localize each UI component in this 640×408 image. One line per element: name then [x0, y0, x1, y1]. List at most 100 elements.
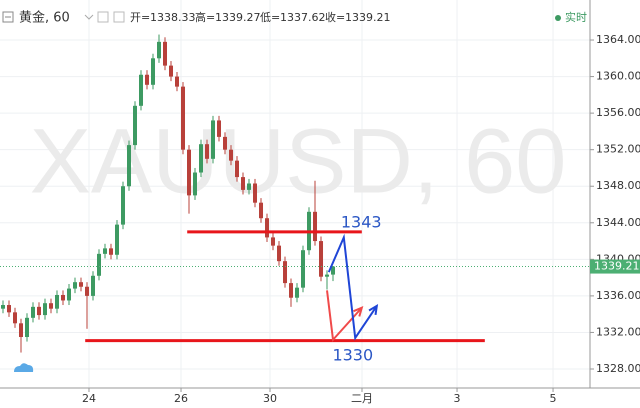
y-tick-label: 1360.00: [596, 70, 640, 83]
x-tick-label: 24: [82, 392, 96, 405]
x-tick-label: 30: [263, 392, 277, 405]
collapse-icon[interactable]: [2, 11, 14, 23]
candle-body: [319, 241, 324, 277]
realtime-dot: [555, 15, 561, 21]
candle-body: [127, 145, 132, 187]
plot: 1343 1330: [0, 34, 590, 365]
candle-body: [157, 41, 162, 59]
cloud-icon[interactable]: [14, 363, 34, 372]
high-value: 1339.27: [215, 11, 261, 24]
candle-body: [109, 248, 114, 255]
candle-body: [163, 41, 168, 66]
candle-body: [241, 177, 246, 190]
candle-body: [259, 202, 264, 219]
y-tick-label: 1364.00: [596, 33, 640, 46]
candle-body: [211, 120, 216, 159]
y-tick-label: 1328.00: [596, 362, 640, 375]
realtime[interactable]: 实时: [565, 10, 587, 24]
candle-body: [73, 282, 78, 289]
candle-body: [247, 183, 252, 190]
y-tick-label: 1348.00: [596, 179, 640, 192]
arrow-head: [353, 306, 364, 317]
candle-body: [301, 250, 306, 288]
candle-body: [103, 248, 108, 254]
header: 黄金, 60 开= 1338.33 高= 1339.27 低= 1337.62 …: [2, 10, 587, 26]
candle-body: [1, 305, 6, 309]
candle-body: [115, 224, 120, 255]
candle-body: [31, 306, 36, 318]
axes: 1328.001332.001336.001340.001344.001348.…: [82, 33, 640, 405]
candle-body: [295, 287, 300, 298]
last-price-box: [590, 259, 640, 274]
candle-body: [169, 65, 174, 77]
candle-body: [181, 86, 186, 150]
y-tick-label: 1352.00: [596, 143, 640, 156]
candle-body: [229, 149, 234, 161]
candle-body: [67, 288, 72, 301]
candle-body: [91, 275, 96, 296]
symbol[interactable]: 黄金, 60: [19, 10, 70, 26]
close-label: 收=: [325, 10, 345, 24]
candle-body: [55, 294, 60, 309]
hide-icon[interactable]: [113, 11, 125, 23]
high-label: 高=: [195, 10, 215, 24]
candle-body: [331, 266, 336, 275]
candle-body: [193, 172, 198, 196]
candle-body: [217, 120, 222, 137]
candle-body: [85, 286, 90, 296]
open-value: 1338.33: [150, 11, 196, 24]
candle-body: [19, 323, 24, 338]
candle-body: [7, 305, 12, 313]
y-tick-label: 1336.00: [596, 289, 640, 302]
y-tick-label: 1332.00: [596, 325, 640, 338]
candle-body: [121, 186, 126, 225]
candle-body: [49, 303, 54, 309]
close-value: 1339.21: [345, 11, 391, 24]
x-tick-label: 5: [550, 392, 557, 405]
x-tick-label: 26: [174, 392, 188, 405]
level-label: 1343: [341, 212, 382, 231]
candle-body: [79, 282, 84, 287]
candle-body: [253, 183, 258, 203]
y-tick-label: 1344.00: [596, 216, 640, 229]
candle-body: [43, 303, 48, 316]
candle-body: [145, 74, 150, 85]
candle-body: [325, 274, 330, 277]
watermark: XAUUSD, 60: [30, 110, 567, 212]
arrow-path: [327, 233, 378, 341]
candle-body: [205, 144, 210, 159]
grid: [0, 0, 590, 388]
y-tick-label: 1356.00: [596, 106, 640, 119]
candle-body: [277, 245, 282, 262]
candle-body: [223, 136, 228, 150]
candle-body: [13, 312, 18, 324]
candle-body: [235, 160, 240, 178]
candle-body: [37, 306, 42, 316]
candle-body: [61, 294, 66, 301]
candle-body: [97, 253, 102, 276]
x-tick-label: 二月: [351, 392, 373, 405]
candle-body: [313, 211, 318, 242]
candle-body: [139, 74, 144, 106]
candle-body: [133, 105, 138, 146]
open-label: 开=: [130, 11, 150, 24]
dropdown-icon[interactable]: [84, 14, 94, 20]
candle-body: [289, 283, 294, 298]
candle-body: [271, 237, 276, 246]
settings-icon[interactable]: [97, 11, 109, 23]
x-tick-label: 3: [454, 392, 461, 405]
arrow-head: [368, 304, 379, 315]
low-value: 1337.62: [280, 11, 326, 24]
low-label: 低=: [260, 11, 280, 24]
candle-body: [151, 58, 156, 85]
candle-body: [25, 317, 30, 338]
level-label: 1330: [332, 346, 373, 365]
candle-body: [175, 76, 180, 87]
candle-body: [187, 149, 192, 196]
candle-body: [265, 218, 270, 238]
last-price-label: 1339.21: [594, 260, 640, 273]
candle-body: [199, 144, 204, 173]
candle-body: [283, 261, 288, 284]
